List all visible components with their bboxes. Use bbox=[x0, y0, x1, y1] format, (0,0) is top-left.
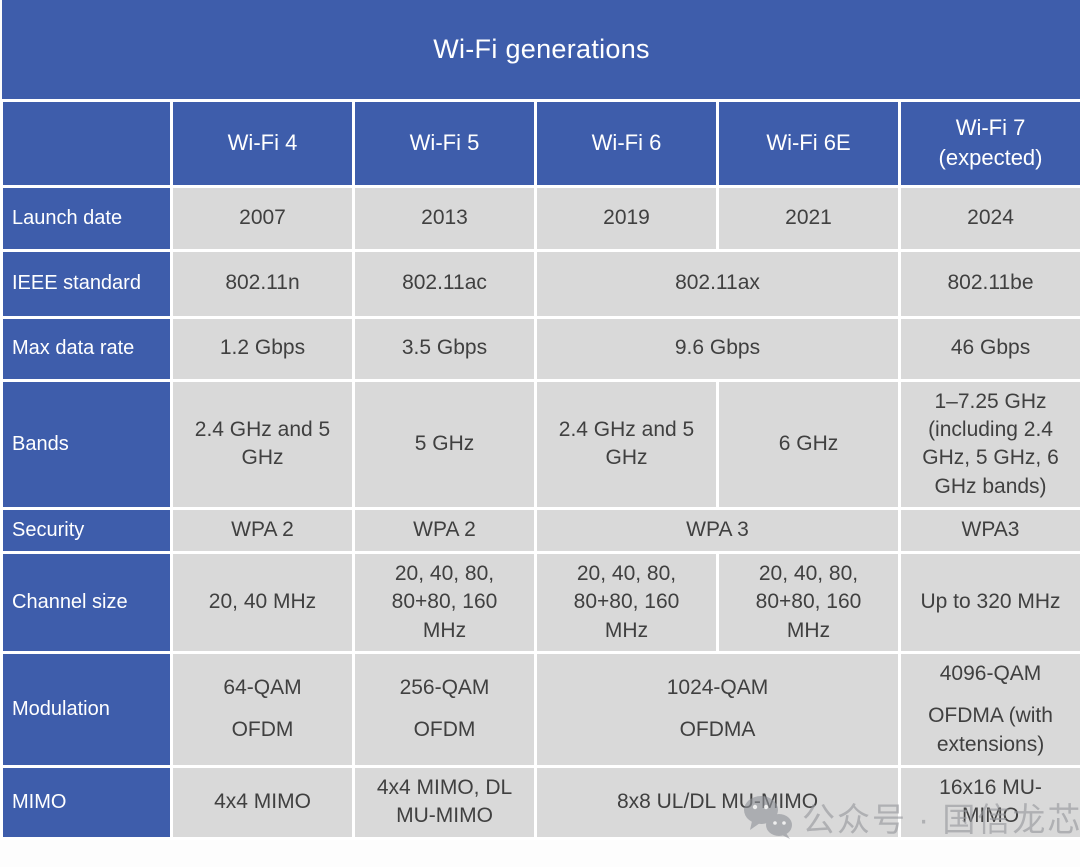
data-cell: 9.6 Gbps bbox=[534, 315, 901, 382]
data-cell: 16x16 MU-MIMO bbox=[897, 764, 1080, 840]
data-cell: 6 GHz bbox=[716, 378, 901, 510]
row-label: Max data rate bbox=[0, 315, 173, 382]
data-cell: 3.5 Gbps bbox=[352, 315, 537, 382]
cell-line: OFDM bbox=[231, 718, 294, 742]
table-body: Launch date 2007 2013 2019 2021 2024 IEEE stan… bbox=[0, 184, 1080, 840]
row-label: Security bbox=[0, 506, 173, 554]
data-cell: 20, 40 MHz bbox=[170, 550, 355, 654]
data-cell: 4x4 MIMO, DL MU-MIMO bbox=[352, 764, 537, 840]
title-row: Wi-Fi generations bbox=[1, 0, 1080, 102]
data-cell: 20, 40, 80, 80+80, 160 MHz bbox=[352, 550, 537, 654]
cell-line: OFDMA (with extensions) bbox=[928, 704, 1053, 756]
column-header-row: Wi-Fi 4 Wi-Fi 5 Wi-Fi 6 Wi-Fi 6E Wi-Fi 7 (ex… bbox=[0, 98, 1080, 188]
data-cell: 1–7.25 GHz (including 2.4 GHz, 5 GHz, 6 … bbox=[897, 378, 1080, 510]
data-cell: 802.11ac bbox=[352, 248, 537, 319]
data-cell: 2019 bbox=[534, 184, 719, 252]
data-cell: 4096-QAM OFDMA (with extensions) bbox=[897, 650, 1080, 768]
row-label: MIMO bbox=[0, 764, 173, 840]
data-cell: 2024 bbox=[897, 184, 1080, 252]
data-cell: 2.4 GHz and 5 GHz bbox=[170, 378, 355, 510]
cell-line: 1024-QAM bbox=[666, 676, 769, 700]
data-cell: 1024-QAM OFDMA bbox=[534, 650, 901, 768]
table-row: Launch date 2007 2013 2019 2021 2024 bbox=[0, 184, 1080, 252]
col-header-wi-fi-6e: Wi-Fi 6E bbox=[716, 98, 901, 188]
row-label: Modulation bbox=[0, 650, 173, 768]
data-cell: 802.11n bbox=[170, 248, 355, 319]
row-label: Bands bbox=[0, 378, 173, 510]
cell-line: 256-QAM bbox=[399, 676, 490, 700]
data-cell: 802.11be bbox=[897, 248, 1080, 319]
data-cell: 20, 40, 80, 80+80, 160 MHz bbox=[534, 550, 719, 654]
row-label: Channel size bbox=[0, 550, 173, 654]
table-title: Wi-Fi generations bbox=[1, 0, 1080, 102]
table-row: Modulation 64-QAM OFDM 256-QAM OFDM 1024-QAM O… bbox=[0, 650, 1080, 768]
data-cell: 4x4 MIMO bbox=[170, 764, 355, 840]
table-row: Max data rate 1.2 Gbps 3.5 Gbps 9.6 Gbps 46 … bbox=[0, 315, 1080, 382]
col-header-wi-fi-6: Wi-Fi 6 bbox=[534, 98, 719, 188]
col-header-wi-fi-4: Wi-Fi 4 bbox=[170, 98, 355, 188]
data-cell: 20, 40, 80, 80+80, 160 MHz bbox=[716, 550, 901, 654]
col-header-wi-fi-5: Wi-Fi 5 bbox=[352, 98, 537, 188]
corner-cell bbox=[0, 98, 173, 188]
cell-line: 64-QAM bbox=[223, 676, 302, 700]
table-row: IEEE standard 802.11n 802.11ac 802.11ax 802.… bbox=[0, 248, 1080, 319]
data-cell: 2.4 GHz and 5 GHz bbox=[534, 378, 719, 510]
table-row: Bands 2.4 GHz and 5 GHz 5 GHz 2.4 GHz and 5… bbox=[0, 378, 1080, 510]
col-header-wi-fi-7-expected: Wi-Fi 7 (expected) bbox=[897, 98, 1080, 188]
table-row: Channel size 20, 40 MHz 20, 40, 80, 80+80,… bbox=[0, 550, 1080, 654]
data-cell: WPA 3 bbox=[534, 506, 901, 554]
data-cell: 2007 bbox=[170, 184, 355, 252]
data-cell: 64-QAM OFDM bbox=[170, 650, 355, 768]
data-cell: 256-QAM OFDM bbox=[352, 650, 537, 768]
data-cell: 2013 bbox=[352, 184, 537, 252]
data-cell: 5 GHz bbox=[352, 378, 537, 510]
data-cell: WPA 2 bbox=[352, 506, 537, 554]
data-cell: 2021 bbox=[716, 184, 901, 252]
table-row: MIMO 4x4 MIMO 4x4 MIMO, DL MU-MIMO 8x8 UL/D… bbox=[0, 764, 1080, 840]
data-cell: 802.11ax bbox=[534, 248, 901, 319]
data-cell: Up to 320 MHz bbox=[897, 550, 1080, 654]
cell-line: OFDMA bbox=[679, 718, 756, 742]
row-label: Launch date bbox=[0, 184, 173, 252]
data-cell: 46 Gbps bbox=[897, 315, 1080, 382]
data-cell: WPA3 bbox=[897, 506, 1080, 554]
cell-line: 4096-QAM bbox=[939, 661, 1042, 685]
data-cell: 1.2 Gbps bbox=[170, 315, 355, 382]
cell-line: OFDM bbox=[413, 718, 476, 742]
data-cell: 8x8 UL/DL MU-MIMO bbox=[534, 764, 901, 840]
table-row: Security WPA 2 WPA 2 WPA 3 WPA3 bbox=[0, 506, 1080, 554]
row-label: IEEE standard bbox=[0, 248, 173, 319]
data-cell: WPA 2 bbox=[170, 506, 355, 554]
